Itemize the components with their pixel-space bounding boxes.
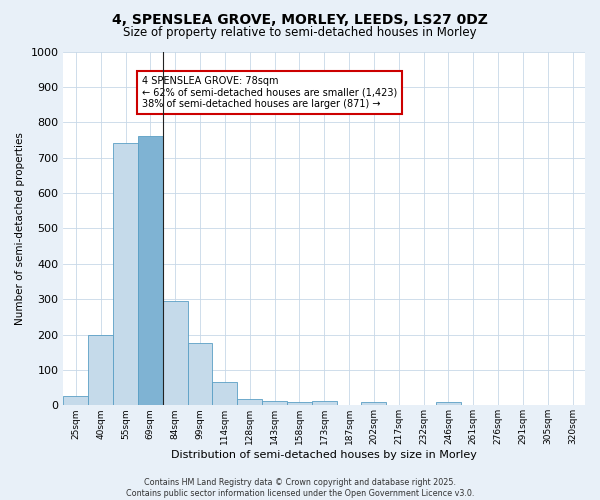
Bar (312, 401, 337, 406)
Bar (237, 399, 262, 406)
Text: 4, SPENSLEA GROVE, MORLEY, LEEDS, LS27 0DZ: 4, SPENSLEA GROVE, MORLEY, LEEDS, LS27 0… (112, 12, 488, 26)
Text: Size of property relative to semi-detached houses in Morley: Size of property relative to semi-detach… (123, 26, 477, 39)
Y-axis label: Number of semi-detached properties: Number of semi-detached properties (15, 132, 25, 325)
Bar (138, 136, 163, 406)
Bar (287, 402, 312, 406)
Bar (188, 344, 212, 406)
Bar (88, 334, 113, 406)
Bar (212, 382, 237, 406)
Bar (436, 402, 461, 406)
Bar (262, 401, 287, 406)
Bar (64, 396, 88, 406)
Bar (163, 301, 188, 406)
Bar (113, 144, 138, 406)
Text: 4 SPENSLEA GROVE: 78sqm
← 62% of semi-detached houses are smaller (1,423)
38% of: 4 SPENSLEA GROVE: 78sqm ← 62% of semi-de… (142, 76, 397, 110)
Bar (361, 402, 386, 406)
X-axis label: Distribution of semi-detached houses by size in Morley: Distribution of semi-detached houses by … (171, 450, 477, 460)
Text: Contains HM Land Registry data © Crown copyright and database right 2025.
Contai: Contains HM Land Registry data © Crown c… (126, 478, 474, 498)
